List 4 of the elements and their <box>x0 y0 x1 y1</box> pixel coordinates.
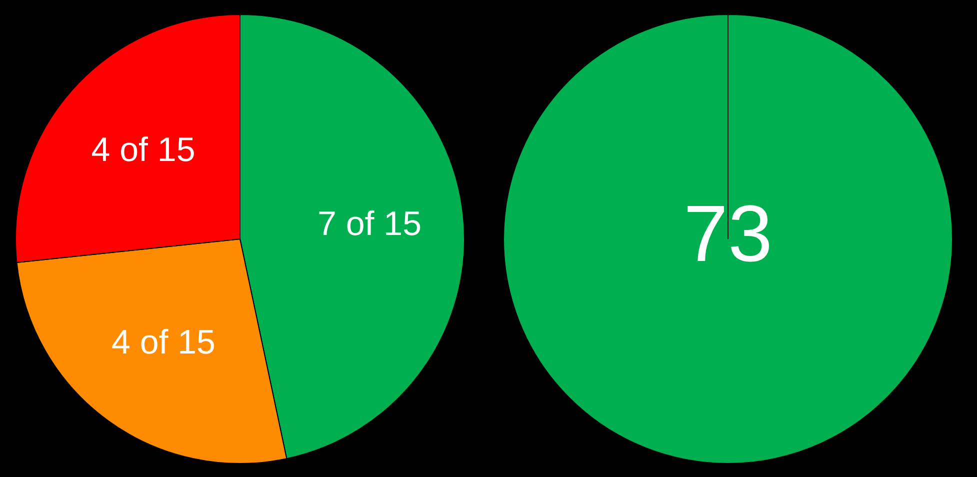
text: 73 <box>684 188 772 278</box>
data-label: 4 of 15 <box>111 323 216 362</box>
data-label: 7 of 15 <box>318 204 422 242</box>
data-label: 4 of 15 <box>91 130 196 169</box>
